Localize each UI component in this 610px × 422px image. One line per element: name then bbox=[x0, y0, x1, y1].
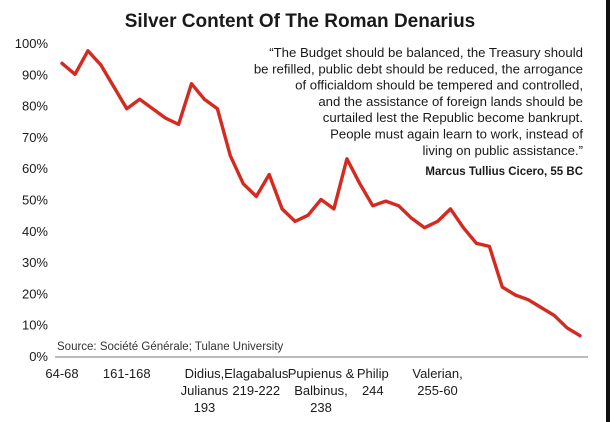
y-tick-label: 30% bbox=[22, 255, 48, 270]
data-point bbox=[436, 220, 439, 223]
data-point bbox=[345, 157, 349, 161]
data-point bbox=[99, 63, 103, 67]
data-point bbox=[203, 98, 206, 101]
data-point bbox=[514, 293, 517, 297]
quote-line: and the assistance of foreign lands shou… bbox=[318, 94, 583, 109]
quote-line: curtailed lest the Republic become bankr… bbox=[323, 110, 583, 125]
x-tick-label-line: Philip bbox=[357, 366, 389, 381]
y-axis: 100% 90% 80% 70% 60% 50% 40% 30% 20% 10% 0% bbox=[15, 36, 49, 364]
data-point bbox=[410, 217, 413, 220]
y-tick-label: 40% bbox=[22, 224, 48, 239]
quote-line: living on public assistance.” bbox=[422, 143, 583, 158]
x-tick-label-line: 193 bbox=[194, 400, 216, 415]
data-point bbox=[578, 334, 582, 337]
data-point bbox=[319, 198, 323, 201]
x-tick-label: Philip 244 bbox=[357, 366, 389, 398]
frame-edge bbox=[606, 0, 610, 422]
data-point bbox=[475, 242, 478, 245]
data-point bbox=[371, 204, 374, 207]
x-tick-label: Elagabalus 219-222 bbox=[224, 366, 289, 398]
y-tick-label: 60% bbox=[22, 161, 48, 176]
data-point bbox=[60, 62, 64, 65]
data-point bbox=[449, 207, 452, 211]
data-point bbox=[216, 107, 219, 110]
x-tick-label-line: Didius, bbox=[185, 366, 225, 381]
x-tick-label-line: 255-60 bbox=[417, 383, 457, 398]
x-tick-label: Valerian, 255-60 bbox=[412, 366, 462, 398]
quote-line: “The Budget should be balanced, the Trea… bbox=[269, 45, 583, 60]
x-tick-label: 64-68 bbox=[45, 366, 78, 381]
quote-line: People must again learn to work, instead… bbox=[330, 127, 583, 142]
x-tick-label-line: Balbinus, bbox=[294, 383, 347, 398]
data-point bbox=[527, 298, 530, 301]
x-tick-label-line: 244 bbox=[362, 383, 384, 398]
data-points bbox=[60, 49, 582, 337]
y-tick-label: 80% bbox=[22, 99, 48, 114]
data-point bbox=[397, 204, 400, 207]
data-point bbox=[125, 107, 128, 110]
quote-line: of officialdom should be tempered and co… bbox=[295, 78, 583, 93]
y-tick-label: 90% bbox=[22, 67, 48, 82]
data-point bbox=[384, 199, 387, 203]
x-tick-label-line: Pupienus & bbox=[288, 366, 355, 381]
data-point bbox=[151, 107, 154, 110]
x-tick-label-line: 219-222 bbox=[232, 383, 280, 398]
x-tick-label-line: 161-168 bbox=[103, 366, 151, 381]
data-point bbox=[358, 182, 362, 186]
data-point bbox=[552, 314, 556, 317]
data-point bbox=[164, 116, 167, 120]
data-point bbox=[488, 245, 491, 248]
quote-line: be refilled, public debt should be reduc… bbox=[254, 61, 583, 76]
data-point bbox=[86, 49, 90, 53]
data-point bbox=[280, 207, 284, 211]
data-point bbox=[423, 226, 426, 229]
data-point bbox=[138, 98, 141, 101]
data-point bbox=[242, 182, 245, 186]
x-tick-label-line: Julianus bbox=[181, 383, 229, 398]
data-point bbox=[332, 207, 336, 211]
source-note: Source: Société Générale; Tulane Univers… bbox=[57, 341, 284, 353]
chart-title: Silver Content Of The Roman Denarius bbox=[125, 11, 476, 32]
y-tick-label: 50% bbox=[22, 193, 48, 208]
data-point bbox=[565, 326, 569, 330]
x-tick-label-line: Valerian, bbox=[412, 366, 462, 381]
data-point bbox=[229, 154, 232, 157]
data-point bbox=[177, 123, 180, 126]
data-point bbox=[190, 82, 193, 85]
y-tick-label: 70% bbox=[22, 130, 48, 145]
cicero-quote: “The Budget should be balanced, the Trea… bbox=[252, 43, 586, 180]
plot-area bbox=[60, 49, 582, 338]
x-tick-label: 161-168 bbox=[103, 366, 151, 381]
data-point bbox=[73, 73, 77, 76]
data-point bbox=[293, 220, 297, 223]
x-tick-label: Didius, Julianus 193 bbox=[181, 366, 229, 415]
y-tick-label: 100% bbox=[15, 36, 49, 51]
x-tick-label-line: 64-68 bbox=[45, 366, 78, 381]
x-tick-label: Pupienus & Balbinus, 238 bbox=[288, 366, 355, 415]
data-point bbox=[501, 285, 504, 289]
y-tick-label: 20% bbox=[22, 286, 48, 301]
y-tick-label: 10% bbox=[22, 318, 48, 333]
x-axis: 64-68 161-168 Didius, Julianus 193 Elagabalus… bbox=[45, 356, 588, 415]
x-tick-label-line: 238 bbox=[310, 400, 332, 415]
data-point bbox=[112, 85, 116, 89]
quote-author: Marcus Tullius Cicero, 55 BC bbox=[425, 166, 583, 178]
x-tick-label-line: Elagabalus bbox=[224, 366, 289, 381]
data-point bbox=[268, 173, 271, 176]
y-tick-label: 0% bbox=[29, 349, 48, 364]
data-point bbox=[255, 195, 258, 198]
data-point bbox=[306, 213, 310, 217]
data-point bbox=[539, 306, 543, 309]
data-point bbox=[462, 226, 465, 229]
